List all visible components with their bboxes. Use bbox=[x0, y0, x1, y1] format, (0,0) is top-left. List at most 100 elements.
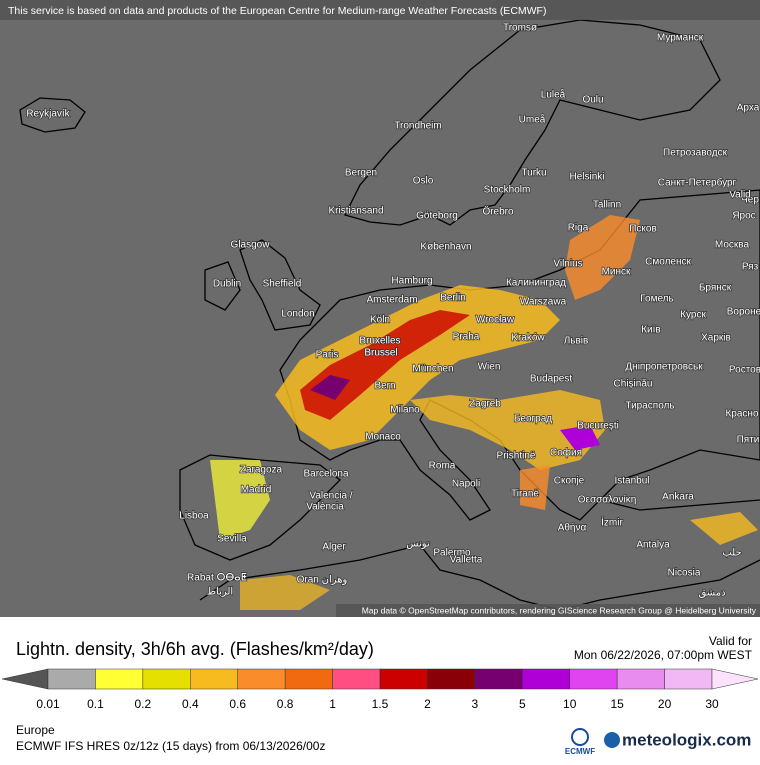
place-label: دمشق bbox=[698, 588, 725, 599]
place-label: София bbox=[550, 447, 582, 459]
colorbar-cell bbox=[95, 668, 144, 690]
colorbar-cell bbox=[142, 668, 191, 690]
credit-bar bbox=[336, 604, 760, 617]
place-label: Wrocław bbox=[476, 315, 515, 326]
place-label: Rabat ⵔⴱⴰⵟ bbox=[187, 573, 247, 584]
place-label: Nicosia bbox=[668, 568, 701, 579]
brand: meteologix.com bbox=[622, 730, 751, 749]
colorbar-tick-label: 2 bbox=[424, 697, 431, 711]
map-credit: Map data © OpenStreetMap contributors, r… bbox=[362, 605, 757, 615]
place-label: Reykjavík bbox=[26, 109, 70, 120]
place-label: Харків bbox=[701, 333, 731, 344]
colorbar-cell bbox=[474, 668, 523, 690]
colorbar-over bbox=[711, 668, 759, 690]
place-label: Milano bbox=[390, 405, 420, 416]
lightning-areas bbox=[210, 215, 758, 610]
colorbar-cell bbox=[237, 668, 286, 690]
colorbar-cell bbox=[284, 668, 333, 690]
attribution: This service is based on data and produc… bbox=[8, 5, 546, 17]
place-label: Napoli bbox=[452, 479, 480, 490]
valid-time: Mon 06/22/2026, 07:00pm WEST bbox=[574, 648, 753, 662]
colorbar-cell bbox=[47, 668, 96, 690]
colorbar-tick-label: 0.2 bbox=[135, 697, 152, 711]
place-label: Paris bbox=[316, 350, 339, 361]
place-label: Wien bbox=[478, 362, 501, 373]
map-background bbox=[0, 0, 760, 617]
ecmwf-logo: ECMWF bbox=[565, 747, 595, 756]
colorbar: 0.01 0.1 0.2 0.4 0.6 0.8 1 1.5 2 3 5 10 15 20 30 bbox=[1, 668, 759, 711]
valid-label: Valid for bbox=[709, 634, 752, 648]
colorbar-tick-label: 5 bbox=[519, 697, 526, 711]
place-label: Скопје bbox=[554, 476, 585, 487]
place-label: Warszawa bbox=[520, 297, 567, 308]
attribution-bar bbox=[0, 0, 760, 20]
place-label: Sevilla bbox=[217, 534, 247, 545]
colorbar-tick-label: 0.01 bbox=[36, 697, 60, 711]
place-label: Stockholm bbox=[484, 185, 531, 196]
colorbar-cell bbox=[190, 668, 238, 690]
place-label: Hamburg bbox=[391, 276, 432, 287]
colorbar-tick-label: 3 bbox=[472, 697, 479, 711]
place-label: Alger bbox=[322, 542, 346, 553]
colorbar-cell bbox=[332, 668, 381, 690]
colorbar-cell bbox=[427, 668, 476, 690]
place-label: Chișinău bbox=[614, 379, 653, 390]
place-label: Umeå bbox=[519, 114, 546, 126]
place-label: Тирасполь bbox=[625, 401, 674, 412]
place-label: Арха bbox=[737, 103, 760, 114]
place-label: Köln bbox=[370, 315, 390, 326]
place-label: Amsterdam bbox=[366, 295, 417, 306]
place-label: Ростов bbox=[729, 365, 760, 376]
place-label: Helsinki bbox=[569, 172, 604, 183]
model-info: ECMWF IFS HRES 0z/12z (15 days) from 06/… bbox=[16, 739, 325, 753]
place-label: حلب bbox=[722, 548, 741, 559]
place-label: Örebro bbox=[482, 206, 514, 218]
colorbar-cell bbox=[379, 668, 428, 690]
colorbar-cell bbox=[522, 668, 570, 690]
place-label: Roma bbox=[429, 461, 456, 472]
place-label: Дніпропетровськ bbox=[625, 362, 703, 373]
ecmwf-logo-mark bbox=[571, 728, 589, 746]
place-label: Tromsø bbox=[503, 23, 537, 34]
place-label: Antalya bbox=[636, 540, 670, 551]
place-label: București bbox=[577, 421, 619, 432]
place-label: Lisboa bbox=[179, 511, 209, 522]
place-label: Bruxelles bbox=[359, 336, 400, 347]
place-label: Budapest bbox=[530, 374, 572, 385]
place-label: Prishtinë bbox=[497, 451, 536, 462]
place-label: Zagreb bbox=[469, 399, 501, 410]
place-label: Barcelona bbox=[303, 469, 348, 480]
place-label: Kristiansand bbox=[328, 206, 383, 217]
place-label: Вороне bbox=[727, 307, 760, 318]
colorbar-under bbox=[1, 668, 49, 690]
place-label: Palermo bbox=[433, 548, 471, 559]
colorbar-tick-label: 0.1 bbox=[87, 697, 104, 711]
place-label: Санкт-Петербург bbox=[658, 177, 737, 189]
place-label: Київ bbox=[641, 325, 661, 336]
place-label: Istanbul bbox=[614, 476, 649, 487]
place-label: Zaragoza bbox=[240, 465, 283, 476]
place-label: Valencia / bbox=[309, 491, 352, 502]
place-label: الرباط bbox=[207, 587, 233, 598]
place-label: Kraków bbox=[511, 333, 545, 344]
colorbar-cell bbox=[569, 668, 618, 690]
place-label: Курск bbox=[680, 310, 706, 321]
place-label: London bbox=[281, 309, 314, 320]
place-label: Valid bbox=[729, 190, 751, 201]
place-label: Bergen bbox=[345, 168, 377, 179]
place-label: Riga bbox=[568, 223, 589, 234]
place-label: Пяти bbox=[737, 435, 760, 446]
colorbar-cell bbox=[616, 668, 665, 690]
place-label: Смоленск bbox=[645, 257, 691, 268]
place-label: Oslo bbox=[413, 176, 434, 187]
place-label: Vilnius bbox=[553, 259, 582, 270]
place-label: Madrid bbox=[241, 485, 272, 496]
place-label: Ярос bbox=[732, 211, 755, 222]
place-label: València bbox=[306, 502, 344, 513]
place-label: Львів bbox=[564, 336, 589, 347]
place-label: Αθήνα bbox=[558, 522, 587, 534]
place-label: Luleå bbox=[541, 89, 566, 101]
place-label: Москва bbox=[715, 240, 750, 251]
place-label: Калининград bbox=[506, 278, 566, 289]
